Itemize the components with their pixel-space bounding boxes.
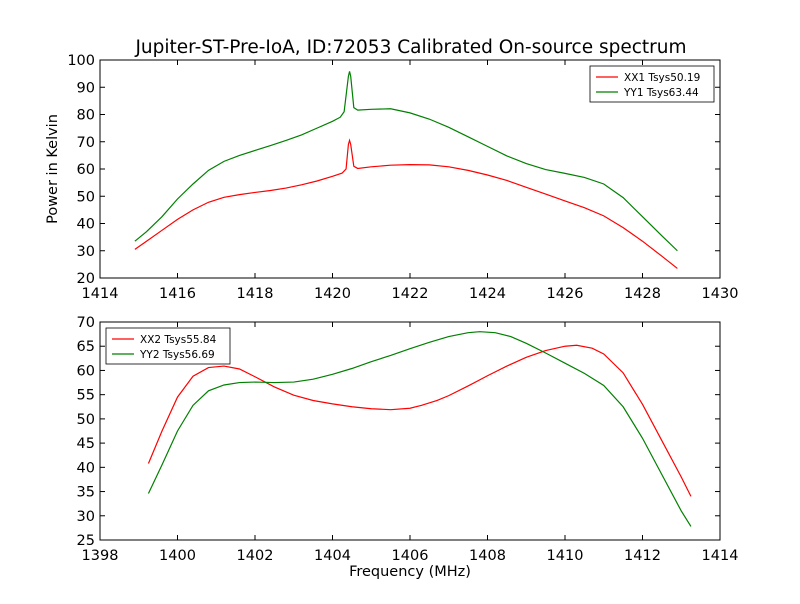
legend-entry-label: XX1 Tsys50.19 xyxy=(624,72,700,84)
bottom-spectrum-panel: 1398 1400 1402 1404 1406 1408 1410 1412 1414 25 30… xyxy=(77,315,739,580)
y-tick-label: 25 xyxy=(77,533,95,549)
legend-box xyxy=(589,65,715,103)
x-tick-label: 1414 xyxy=(702,548,739,564)
x-tick-label: 1426 xyxy=(547,286,584,302)
x-tick-label: 1414 xyxy=(82,286,119,302)
x-tick-label: 1410 xyxy=(547,548,584,564)
x-axis-label: Frequency (MHz) xyxy=(349,564,471,580)
y-tick-label: 40 xyxy=(77,217,95,233)
series-line-1-1 xyxy=(134,138,678,269)
x-tick-label: 1402 xyxy=(237,548,274,564)
y-tick-label: 30 xyxy=(77,244,95,260)
legend-entry-label: YY2 Tsys56.69 xyxy=(139,349,215,361)
series-line-1-2 xyxy=(134,71,678,252)
y-tick-label: 60 xyxy=(77,363,95,379)
legend-entry-label: YY1 Tsys63.44 xyxy=(623,87,699,99)
y-tick-label: 50 xyxy=(77,412,95,428)
y-tick-label: 30 xyxy=(77,509,95,525)
y-tick-label: 90 xyxy=(77,80,95,96)
x-tick-label: 1422 xyxy=(392,286,429,302)
x-tick-label: 1418 xyxy=(237,286,274,302)
y-tick-label: 20 xyxy=(77,271,95,287)
y-tick-label: 100 xyxy=(67,53,95,69)
y-axis-label: Power in Kelvin xyxy=(45,114,61,224)
y-tick-label: 80 xyxy=(77,108,95,124)
chart-title: Jupiter-ST-Pre-IoA, ID:72053 Calibrated … xyxy=(134,37,686,58)
legend-box xyxy=(105,327,231,365)
y-tick-label: 70 xyxy=(77,315,95,331)
legend-entry-label: XX2 Tsys55.84 xyxy=(140,334,217,346)
y-tick-label: 35 xyxy=(77,485,95,501)
x-tick-label: 1398 xyxy=(82,548,119,564)
series-line-2-1 xyxy=(147,344,692,497)
x-tick-label: 1428 xyxy=(624,286,661,302)
x-tick-label: 1420 xyxy=(314,286,351,302)
x-tick-label: 1404 xyxy=(314,548,351,564)
series-line-2-2 xyxy=(147,331,692,527)
y-tick-label: 40 xyxy=(77,460,95,476)
legend: XX2 Tsys55.84 YY2 Tsys56.69 xyxy=(105,327,231,365)
y-tick-label: 65 xyxy=(77,339,95,355)
y-tick-label: 55 xyxy=(77,388,95,404)
top-spectrum-panel: 1414 1416 1418 1420 1422 1424 1426 1428 1430 20 30… xyxy=(45,53,738,302)
y-tick-label: 45 xyxy=(77,436,95,452)
x-tick-label: 1400 xyxy=(159,548,196,564)
x-tick-label: 1408 xyxy=(469,548,506,564)
x-tick-label: 1406 xyxy=(392,548,429,564)
x-tick-label: 1424 xyxy=(469,286,506,302)
y-tick-label: 50 xyxy=(77,189,95,205)
y-tick-label: 70 xyxy=(77,135,95,151)
x-tick-label: 1412 xyxy=(624,548,661,564)
x-tick-label: 1430 xyxy=(702,286,739,302)
legend: XX1 Tsys50.19 YY1 Tsys63.44 xyxy=(589,65,715,103)
y-tick-label: 60 xyxy=(77,162,95,178)
x-tick-label: 1416 xyxy=(159,286,196,302)
